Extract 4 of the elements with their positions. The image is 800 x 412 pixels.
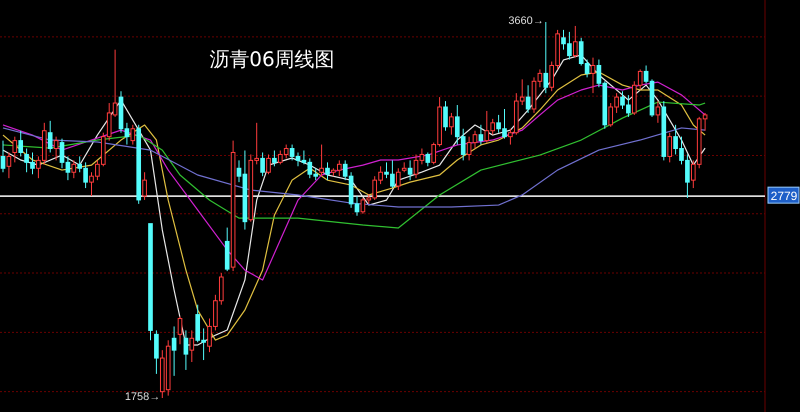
annotation: 3660→ xyxy=(508,15,544,27)
title: 沥青06周线图 xyxy=(209,47,335,71)
annotation: 1758→ xyxy=(124,391,160,403)
ref-label: 2779 xyxy=(770,189,798,204)
